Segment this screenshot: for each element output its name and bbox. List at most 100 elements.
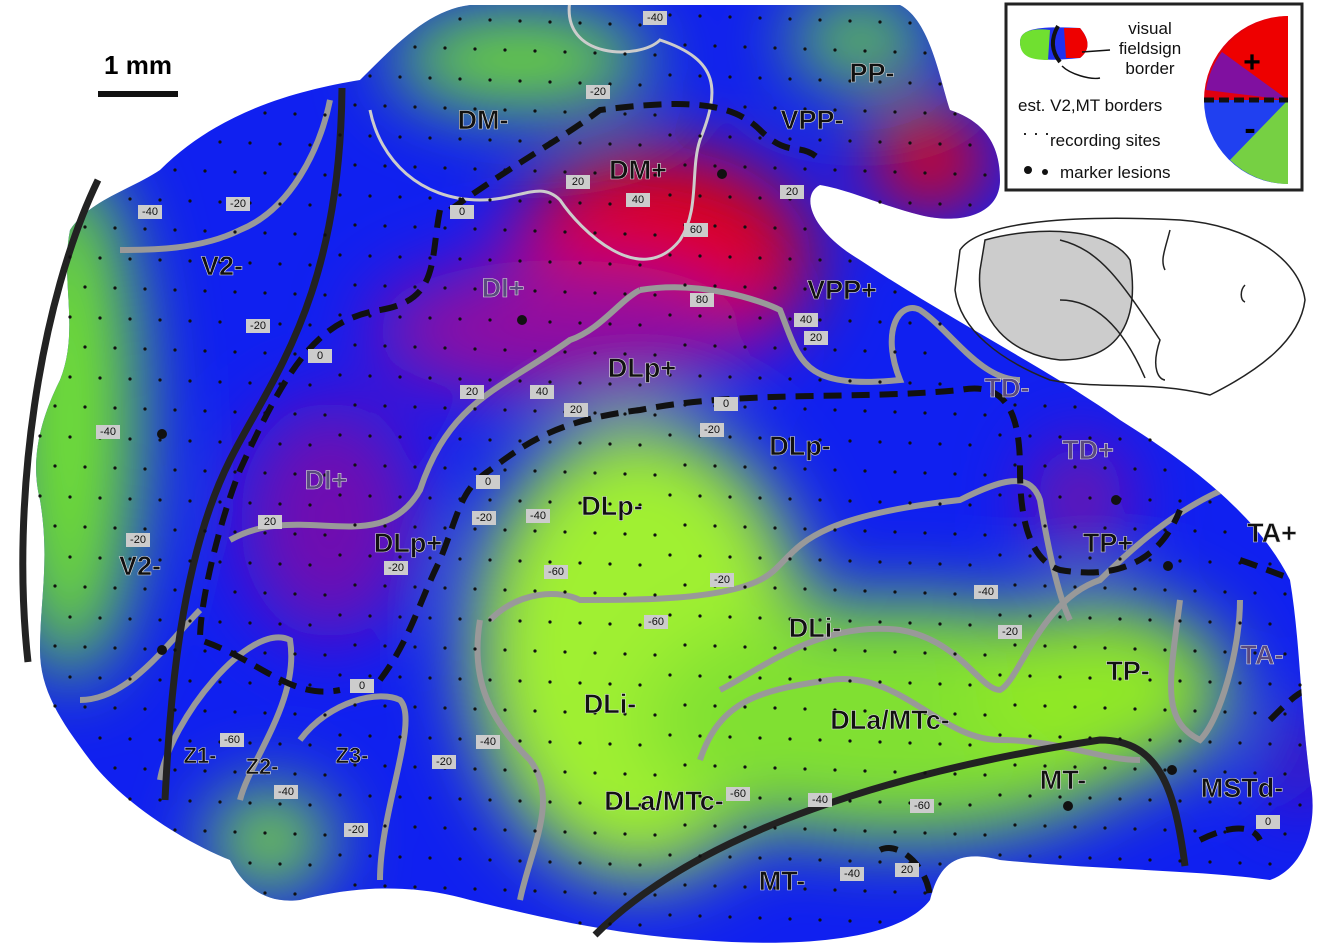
recording-site <box>1178 619 1182 623</box>
recording-site <box>383 224 387 228</box>
recording-site <box>53 584 57 588</box>
recording-site <box>683 43 687 47</box>
recording-site <box>218 680 222 684</box>
recording-site <box>458 677 462 681</box>
recording-site <box>1088 436 1092 440</box>
recording-site <box>338 193 342 197</box>
recording-site <box>818 618 822 622</box>
recording-site <box>368 494 372 498</box>
recording-site <box>413 885 417 889</box>
recording-site <box>938 622 942 626</box>
recording-site <box>848 619 852 623</box>
recording-site <box>503 108 507 112</box>
recording-site <box>1253 831 1257 835</box>
recording-site <box>278 322 282 326</box>
contour-label: -40 <box>480 736 496 748</box>
recording-site <box>998 853 1002 857</box>
recording-site <box>998 673 1002 677</box>
recording-site <box>308 503 312 507</box>
recording-site <box>218 200 222 204</box>
recording-site <box>1073 765 1077 769</box>
recording-site <box>728 255 732 259</box>
recording-site <box>263 111 267 115</box>
area-label: TD- <box>985 373 1030 403</box>
recording-site <box>368 554 372 558</box>
recording-site <box>563 230 567 234</box>
recording-site <box>128 377 132 381</box>
recording-site <box>338 613 342 617</box>
recording-site <box>998 433 1002 437</box>
recording-site <box>1013 463 1017 467</box>
area-label: DLp+ <box>608 353 676 383</box>
area-label: MT- <box>1040 765 1087 795</box>
recording-site <box>263 231 267 235</box>
recording-site <box>893 290 897 294</box>
contour-label-bg <box>780 185 804 199</box>
contour-label-bg <box>476 475 500 489</box>
recording-site <box>518 199 522 203</box>
contour-label: -20 <box>230 198 246 210</box>
recording-site <box>383 824 387 828</box>
recording-site <box>848 139 852 143</box>
recording-site <box>233 350 237 354</box>
recording-site <box>653 893 657 897</box>
recording-site <box>878 200 882 204</box>
recording-site <box>818 558 822 562</box>
recording-site <box>203 589 207 593</box>
recording-site <box>443 46 447 50</box>
recording-site <box>1058 435 1062 439</box>
recording-site <box>143 347 147 351</box>
recording-site <box>773 346 777 350</box>
recording-site <box>383 644 387 648</box>
recording-site <box>263 891 267 895</box>
recording-site <box>278 802 282 806</box>
recording-site <box>308 383 312 387</box>
recording-site <box>713 164 717 168</box>
recording-site <box>323 593 327 597</box>
recording-site <box>533 409 537 413</box>
recording-site <box>728 735 732 739</box>
recording-site <box>428 316 432 320</box>
recording-site <box>593 471 597 475</box>
area-label: Z2- <box>246 754 279 779</box>
recording-site <box>413 165 417 169</box>
recording-site <box>503 828 507 832</box>
area-label: MT- <box>759 866 806 896</box>
recording-site <box>1133 527 1137 531</box>
recording-site <box>923 891 927 895</box>
recording-site <box>398 135 402 139</box>
recording-site <box>758 496 762 500</box>
recording-site <box>1058 795 1062 799</box>
recording-site <box>1043 464 1047 468</box>
recording-site <box>473 707 477 711</box>
recording-site <box>863 829 867 833</box>
recording-site <box>698 734 702 738</box>
recording-site <box>413 345 417 349</box>
recording-site <box>188 199 192 203</box>
contour-label: -40 <box>647 12 663 24</box>
recording-site <box>923 111 927 115</box>
recording-site <box>53 704 57 708</box>
recording-site <box>623 772 627 776</box>
recording-site <box>1088 736 1092 740</box>
area-label: DI+ <box>482 273 525 303</box>
recording-site <box>923 531 927 535</box>
marker-lesion <box>1111 495 1121 505</box>
recording-site <box>368 134 372 138</box>
recording-site <box>278 442 282 446</box>
recording-site <box>818 858 822 862</box>
recording-site <box>728 495 732 499</box>
recording-site <box>1223 830 1227 834</box>
recording-site <box>713 44 717 48</box>
recording-site <box>653 353 657 357</box>
recording-site <box>383 524 387 528</box>
contour-label-bg <box>910 799 934 813</box>
recording-site <box>1253 531 1257 535</box>
recording-site <box>923 171 927 175</box>
recording-site <box>158 738 162 742</box>
recording-site <box>533 769 537 773</box>
recording-site <box>428 856 432 860</box>
contour-label: 60 <box>690 224 702 236</box>
scale-label: 1 mm <box>104 50 172 80</box>
area-label: TP- <box>1106 656 1150 686</box>
